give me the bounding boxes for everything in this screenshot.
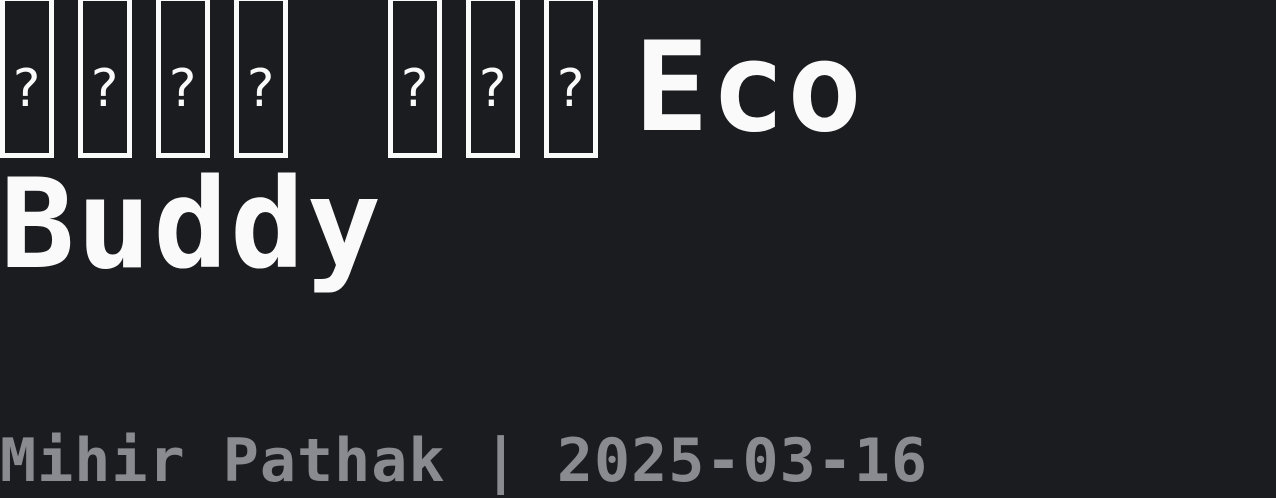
missing-glyph-mark: ? — [476, 59, 510, 119]
missing-glyph-box: ? — [156, 0, 210, 158]
publish-date: 2025-03-16 — [556, 426, 929, 496]
title-line-1: ???? ??? Eco — [0, 0, 1276, 161]
byline-separator: | — [482, 426, 520, 496]
missing-glyph-mark: ? — [244, 59, 278, 119]
title-word-buddy: Buddy — [0, 153, 384, 297]
missing-glyph-box: ? — [466, 0, 520, 158]
author-name: Mihir Pathak — [0, 426, 446, 496]
byline: Mihir Pathak | 2025-03-16 — [0, 425, 1276, 497]
missing-glyph-mark: ? — [166, 59, 200, 119]
missing-glyph-group-2: ??? — [388, 0, 622, 158]
page-title: ???? ??? Eco Buddy — [0, 0, 1276, 297]
title-word-eco: Eco — [634, 16, 864, 160]
missing-glyph-box: ? — [0, 0, 54, 158]
missing-glyph-box: ? — [544, 0, 598, 158]
missing-glyph-box: ? — [388, 0, 442, 158]
missing-glyph-mark: ? — [10, 59, 44, 119]
missing-glyph-mark: ? — [398, 59, 432, 119]
missing-glyph-mark: ? — [554, 59, 588, 119]
missing-glyph-box: ? — [234, 0, 288, 158]
missing-glyph-mark: ? — [88, 59, 122, 119]
missing-glyph-group-1: ???? — [0, 0, 312, 158]
missing-glyph-box: ? — [78, 0, 132, 158]
